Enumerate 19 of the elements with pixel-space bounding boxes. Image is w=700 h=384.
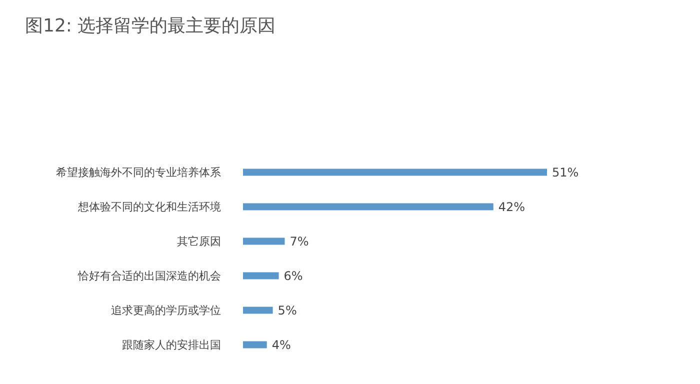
- y-tick-label: 希望接触海外不同的专业培养体系: [56, 166, 221, 179]
- y-tick-label: 跟随家人的安排出国: [122, 338, 221, 352]
- data-label: 6%: [284, 268, 303, 283]
- bar: [243, 341, 267, 348]
- data-label: 7%: [290, 234, 309, 248]
- bar: [243, 272, 279, 280]
- bar: [243, 306, 273, 314]
- chart-title: 图12: 选择留学的最主要的原因: [25, 16, 276, 36]
- y-tick-label: 其它原因: [177, 234, 221, 248]
- y-tick-label: 恰好有合适的出国深造的机会: [77, 269, 221, 282]
- data-label: 42%: [498, 200, 526, 214]
- data-label: 5%: [278, 303, 297, 318]
- bar: [243, 203, 494, 210]
- data-label: 4%: [272, 338, 291, 352]
- bar: [243, 238, 285, 245]
- y-tick-label: 想体验不同的文化和生活环境: [77, 200, 221, 214]
- y-tick-label: 追求更高的学历或学位: [111, 304, 221, 317]
- data-label: 51%: [552, 165, 579, 180]
- bar: [243, 168, 547, 176]
